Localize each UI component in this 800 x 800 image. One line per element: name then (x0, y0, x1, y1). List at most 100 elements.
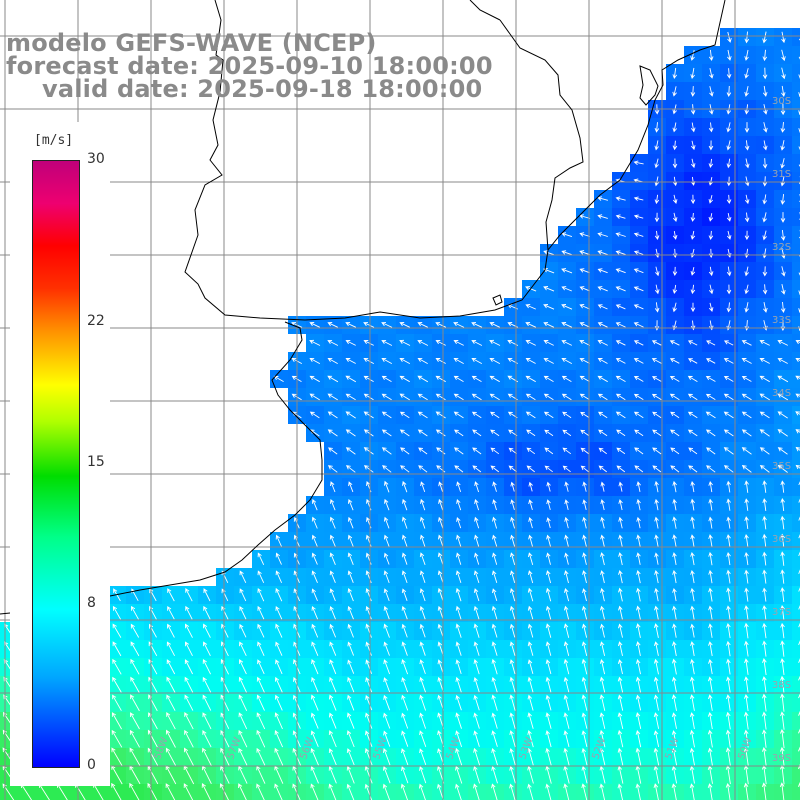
wind-arrow (455, 587, 462, 602)
wind-arrow (147, 782, 158, 800)
wind-arrow (330, 481, 336, 493)
wind-arrow (473, 765, 481, 784)
wind-speed-cell (792, 388, 800, 406)
wind-arrow (744, 516, 749, 529)
wind-arrow (401, 534, 408, 547)
wind-arrow (419, 748, 427, 766)
wind-arrow (275, 552, 282, 565)
wind-arrow (399, 429, 410, 437)
wind-arrow (708, 213, 714, 222)
wind-arrow (527, 605, 534, 620)
wind-arrow (597, 358, 608, 364)
wind-arrow (635, 676, 641, 693)
wind-arrow (202, 694, 212, 711)
wind-arrow (419, 730, 427, 748)
wind-arrow (562, 447, 572, 455)
wind-arrow (723, 393, 734, 401)
wind-arrow (633, 268, 644, 274)
wind-arrow (635, 694, 642, 711)
wind-arrow (563, 747, 570, 766)
wind-arrow (634, 465, 644, 473)
wind-speed-cell (792, 136, 800, 154)
wind-arrow (688, 447, 698, 455)
wind-arrow (759, 393, 770, 401)
wind-arrow (797, 746, 800, 752)
wind-arrow (690, 212, 696, 222)
wind-speed-cell (792, 154, 800, 172)
wind-arrow (275, 659, 283, 675)
wind-arrow (780, 675, 785, 694)
wind-arrow (329, 641, 337, 656)
wind-arrow (473, 588, 480, 602)
wind-arrow (345, 322, 357, 328)
wind-arrow (762, 140, 768, 151)
wind-arrow (780, 480, 785, 493)
wind-arrow (546, 534, 551, 547)
wind-arrow (744, 68, 749, 79)
wind-arrow (580, 447, 589, 455)
wind-arrow (795, 375, 800, 380)
wind-arrow (761, 729, 767, 748)
wind-arrow (581, 658, 588, 675)
wind-arrow (597, 304, 608, 310)
wind-arrow (419, 694, 427, 711)
wind-arrow (687, 375, 698, 382)
wind-arrow (672, 140, 678, 151)
wind-arrow (509, 659, 516, 675)
wind-arrow (690, 140, 696, 151)
wind-arrow (165, 783, 176, 800)
wind-arrow (328, 447, 338, 455)
wind-arrow (166, 641, 175, 657)
wind-arrow (490, 429, 500, 437)
wind-arrow (328, 783, 337, 800)
wind-arrow (741, 393, 752, 401)
wind-arrow (654, 552, 659, 565)
wind-arrow (328, 694, 337, 711)
wind-arrow (384, 498, 390, 511)
wind-arrow (111, 782, 122, 800)
wind-arrow (401, 766, 409, 784)
wind-arrow (310, 783, 319, 800)
wind-arrow (654, 498, 659, 511)
wind-arrow (491, 623, 498, 638)
wind-arrow (364, 783, 373, 800)
wind-arrow (527, 552, 534, 566)
wind-arrow (798, 290, 800, 296)
wind-arrow (310, 747, 319, 766)
wind-speed-cell (792, 712, 800, 730)
wind-arrow (670, 429, 680, 437)
wind-arrow (417, 357, 428, 364)
wind-arrow (615, 411, 626, 419)
wind-arrow (435, 429, 446, 437)
wind-arrow (383, 694, 391, 711)
wind-arrow (544, 429, 554, 437)
wind-speed-cell (792, 64, 800, 82)
wind-arrow (527, 783, 534, 800)
wind-arrow (615, 340, 626, 346)
wind-arrow (453, 447, 464, 455)
wind-arrow (762, 176, 768, 187)
wind-arrow (543, 250, 555, 256)
wind-arrow (311, 588, 318, 601)
colorbar-units: [m/s] (34, 133, 74, 148)
wind-arrow (346, 783, 355, 800)
wind-arrow (492, 481, 497, 492)
wind-arrow (474, 552, 480, 565)
wind-arrow (184, 712, 194, 730)
wind-arrow (706, 340, 716, 346)
wind-arrow (239, 570, 247, 583)
wind-arrow (581, 605, 588, 620)
wind-arrow (635, 658, 641, 675)
wind-arrow (527, 587, 534, 602)
wind-arrow (472, 447, 482, 455)
wind-arrow (633, 304, 644, 310)
wind-arrow (329, 534, 336, 547)
wind-arrow (798, 481, 800, 486)
wind-arrow (381, 411, 392, 419)
wind-arrow (365, 623, 372, 638)
wind-speed-cell (792, 208, 800, 226)
wind-arrow (274, 694, 283, 711)
wind-arrow (599, 694, 606, 711)
wind-arrow (670, 465, 680, 473)
wind-arrow (600, 587, 605, 602)
